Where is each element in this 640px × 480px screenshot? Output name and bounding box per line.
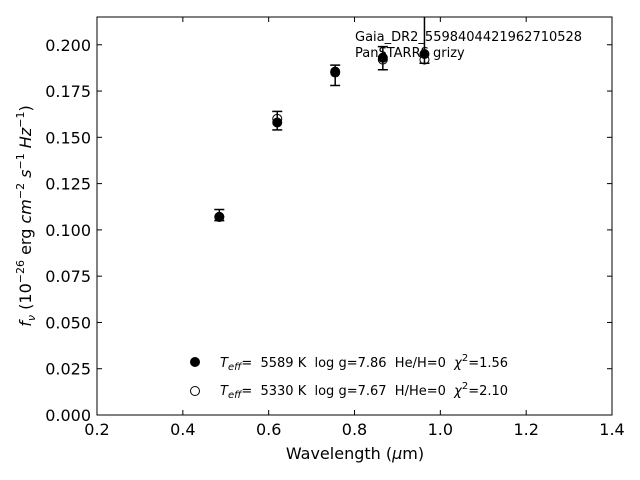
legend: Teff= 5589 K log g=7.86 He/H=0 χ2=1.56 T… — [190, 353, 508, 401]
y-tick-label: 0.150 — [45, 128, 91, 147]
x-tick-label: 1.2 — [513, 420, 538, 439]
y-tick-label: 0.200 — [45, 36, 91, 55]
point-model-1 — [272, 117, 283, 128]
y-tick-label: 0.175 — [45, 82, 91, 101]
y-tick-label: 0.025 — [45, 360, 91, 379]
x-tick-label: 0.4 — [170, 420, 195, 439]
legend-marker-open — [190, 386, 200, 396]
legend-1-chi-value: =1.56 — [468, 356, 508, 371]
x-tick-label: 0.2 — [84, 420, 109, 439]
legend-1-chi-sup: 2 — [462, 353, 468, 364]
y-axis-ticks: 0.000 0.025 0.050 0.075 0.100 0.125 0.150 0.175… — [45, 36, 612, 425]
legend-1-values: = 5589 K log g=7.86 He/H=0 — [241, 356, 454, 371]
y-tick-label: 0.075 — [45, 267, 91, 286]
legend-2-teff-symbol: T — [220, 384, 229, 399]
annotation-survey: PanSTARRS grizy — [355, 46, 465, 61]
x-tick-label: 0.6 — [256, 420, 281, 439]
legend-2-chi-symbol: χ — [453, 384, 463, 399]
x-tick-label: 0.8 — [342, 420, 367, 439]
point-model-2 — [330, 67, 341, 78]
legend-2-values: = 5330 K log g=7.67 H/He=0 — [241, 384, 454, 399]
legend-marker-filled — [190, 357, 200, 367]
x-axis-ticks: 0.2 0.4 0.6 0.8 1.0 1.2 1.4 — [84, 17, 625, 439]
legend-entry-1: Teff= 5589 K log g=7.86 He/H=0 χ2=1.56 — [220, 353, 508, 373]
y-axis-label: fν (10−26 erg cm−2 s−1 Hz−1) — [14, 105, 38, 326]
y-tick-label: 0.050 — [45, 313, 91, 332]
point-model-2 — [214, 211, 225, 222]
x-tick-label: 1.4 — [599, 420, 624, 439]
data-markers — [214, 49, 430, 222]
legend-1-teff-symbol: T — [220, 356, 229, 371]
legend-2-teff-sub: eff — [228, 390, 243, 401]
x-tick-label: 1.0 — [428, 420, 453, 439]
point-model-2 — [419, 54, 430, 65]
annotation-star-id: Gaia_DR2_5598404421962710528 — [355, 30, 582, 45]
legend-1-chi-symbol: χ — [453, 356, 463, 371]
x-axis-label: Wavelength (μm) — [286, 444, 424, 463]
legend-1-teff-sub: eff — [228, 362, 243, 373]
legend-entry-2: Teff= 5330 K log g=7.67 H/He=0 χ2=2.10 — [220, 381, 508, 401]
y-tick-label: 0.000 — [45, 406, 91, 425]
point-model-2 — [377, 54, 388, 65]
y-tick-label: 0.100 — [45, 221, 91, 240]
legend-2-chi-value: =2.10 — [468, 384, 508, 399]
point-model-1 — [419, 49, 430, 60]
y-tick-label: 0.125 — [45, 175, 91, 194]
legend-2-chi-sup: 2 — [462, 381, 468, 392]
point-model-2 — [272, 113, 283, 124]
